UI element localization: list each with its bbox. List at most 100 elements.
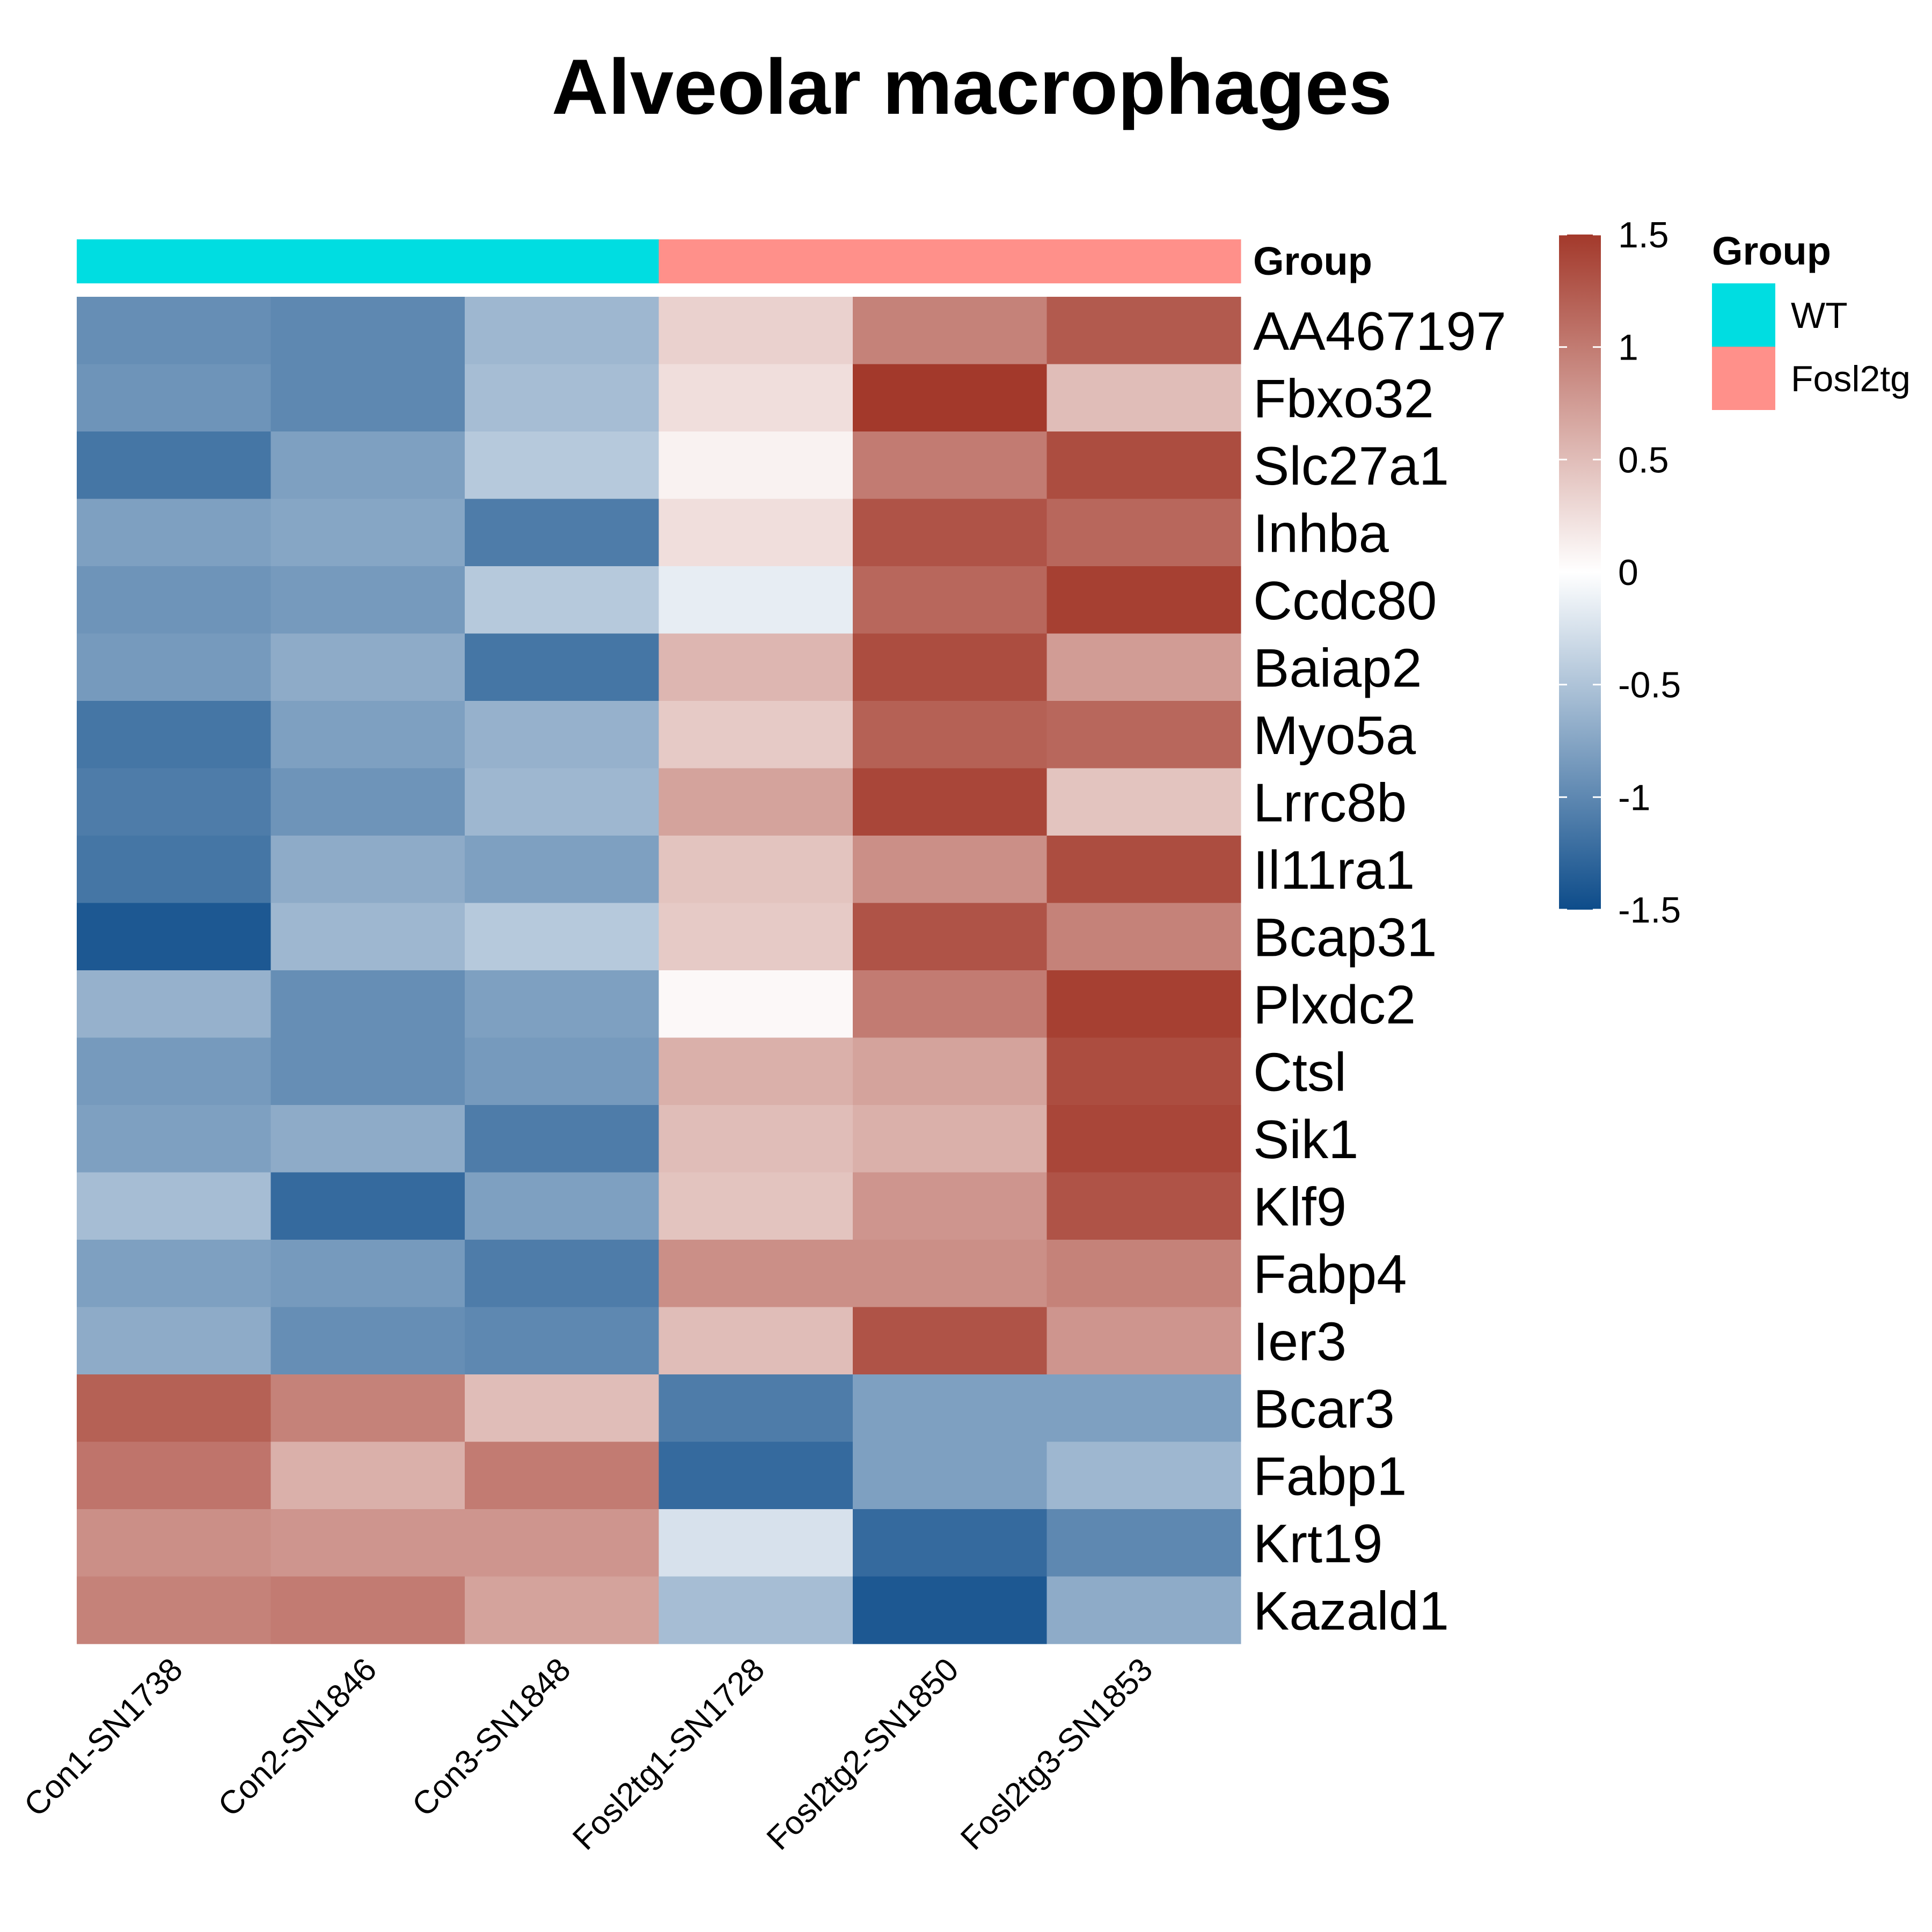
heatmap-cell <box>853 297 1047 364</box>
heatmap-cell <box>270 1509 465 1577</box>
row-label: Bcap31 <box>1253 908 1437 968</box>
heatmap-cell <box>270 768 465 836</box>
legend-label: WT <box>1791 295 1848 336</box>
heatmap-cell <box>465 1240 659 1307</box>
heatmap-cell <box>270 297 465 364</box>
heatmap-cell <box>853 1441 1047 1510</box>
heatmap-cell <box>77 1172 271 1240</box>
heatmap-cell <box>853 633 1047 701</box>
column-label: Con1-SN1738 <box>17 1651 189 1823</box>
heatmap-cell <box>658 1172 853 1240</box>
heatmap-cell <box>1046 431 1241 499</box>
heatmap-cell <box>270 431 465 499</box>
heatmap-cell <box>658 1307 853 1375</box>
heatmap-cell <box>77 768 271 836</box>
heatmap-cell <box>270 836 465 903</box>
heatmap-cell <box>853 836 1047 903</box>
heatmap-cell <box>465 903 659 971</box>
column-label: Fosl2tg2-SN1850 <box>759 1651 965 1857</box>
heatmap-cell <box>853 499 1047 567</box>
column-label: Con2-SN1846 <box>211 1651 383 1823</box>
heatmap-cell <box>77 1509 271 1577</box>
heatmap-cell <box>465 701 659 769</box>
heatmap-cell <box>465 297 659 364</box>
heatmap-cell <box>853 1374 1047 1442</box>
heatmap-cell <box>853 1105 1047 1173</box>
heatmap-cell <box>77 970 271 1038</box>
heatmap-cell <box>853 1576 1047 1644</box>
heatmap-cell <box>658 1509 853 1577</box>
heatmap-cell <box>1046 297 1241 364</box>
row-label: Baiap2 <box>1253 638 1422 698</box>
heatmap-cell <box>658 903 853 971</box>
heatmap-cell <box>77 499 271 567</box>
heatmap-cell <box>270 633 465 701</box>
heatmap-cell <box>465 364 659 432</box>
heatmap-cell <box>1046 499 1241 567</box>
heatmap-cell <box>658 701 853 769</box>
row-label: Myo5a <box>1253 706 1416 766</box>
heatmap-cell <box>77 701 271 769</box>
heatmap-cell <box>465 1509 659 1577</box>
annotation-cell <box>465 239 659 283</box>
row-label: Klf9 <box>1253 1177 1346 1237</box>
legend-swatch <box>1712 283 1775 347</box>
annotation-cell <box>853 239 1047 283</box>
row-label: Fbxo32 <box>1253 369 1434 429</box>
heatmap-cell <box>853 364 1047 432</box>
row-label: Ctsl <box>1253 1042 1346 1102</box>
heatmap-cell <box>658 768 853 836</box>
heatmap-cell <box>853 566 1047 634</box>
heatmap-cell <box>853 431 1047 499</box>
heatmap-cell <box>77 1374 271 1442</box>
heatmap-cell <box>465 1374 659 1442</box>
heatmap-cell <box>1046 1037 1241 1106</box>
heatmap-cell <box>270 1105 465 1173</box>
heatmap-cell <box>658 1441 853 1510</box>
heatmap-cell <box>853 768 1047 836</box>
heatmap-cell <box>465 1307 659 1375</box>
heatmap-cell <box>1046 1576 1241 1644</box>
heatmap-cell <box>77 1441 271 1510</box>
heatmap-cell <box>77 1576 271 1644</box>
legend-swatch <box>1712 347 1775 410</box>
row-label: Ier3 <box>1253 1312 1346 1372</box>
heatmap-cell <box>77 633 271 701</box>
heatmap-cell <box>658 1576 853 1644</box>
heatmap-cell <box>77 431 271 499</box>
annotation-cell <box>1046 239 1241 283</box>
scale-tick-label: -1.5 <box>1618 890 1681 931</box>
heatmap-cell <box>270 1240 465 1307</box>
legend-label: Fosl2tg <box>1791 358 1911 399</box>
column-labels: Con1-SN1738 Con2-SN1846 Con3-SN1848Fosl2tg… <box>17 1651 1159 1857</box>
heatmap-cell <box>1046 1172 1241 1240</box>
heatmap-cell <box>270 364 465 432</box>
heatmap-cell <box>465 566 659 634</box>
heatmap-cell <box>1046 566 1241 634</box>
heatmap-cell <box>853 1307 1047 1375</box>
heatmap-cell <box>465 633 659 701</box>
row-labels: AA467197 Fbxo32 Slc27a1 Inhba Ccdc80 Baiap2 My… <box>1253 302 1506 1642</box>
heatmap-cell <box>658 297 853 364</box>
heatmap-cell <box>658 1240 853 1307</box>
heatmap-cell <box>270 1441 465 1510</box>
heatmap-cell <box>77 297 271 364</box>
row-label: Plxdc2 <box>1253 975 1416 1035</box>
heatmap-cell <box>77 1037 271 1106</box>
heatmap-cell <box>77 1240 271 1307</box>
column-label: Con3-SN1848 <box>405 1651 577 1823</box>
heatmap-cell <box>465 1037 659 1106</box>
annotation-cell <box>658 239 853 283</box>
annotation-cell <box>270 239 465 283</box>
heatmap-cell <box>465 1441 659 1510</box>
heatmap-cell <box>853 1037 1047 1106</box>
heatmap-cell <box>77 1307 271 1375</box>
heatmap-cell <box>77 1105 271 1173</box>
row-label: Inhba <box>1253 503 1389 564</box>
heatmap-cell <box>1046 1374 1241 1442</box>
row-label: Ccdc80 <box>1253 571 1437 631</box>
column-label: Fosl2tg1-SN1728 <box>566 1651 772 1857</box>
row-label: Fabp1 <box>1253 1446 1407 1506</box>
heatmap-cell <box>658 499 853 567</box>
